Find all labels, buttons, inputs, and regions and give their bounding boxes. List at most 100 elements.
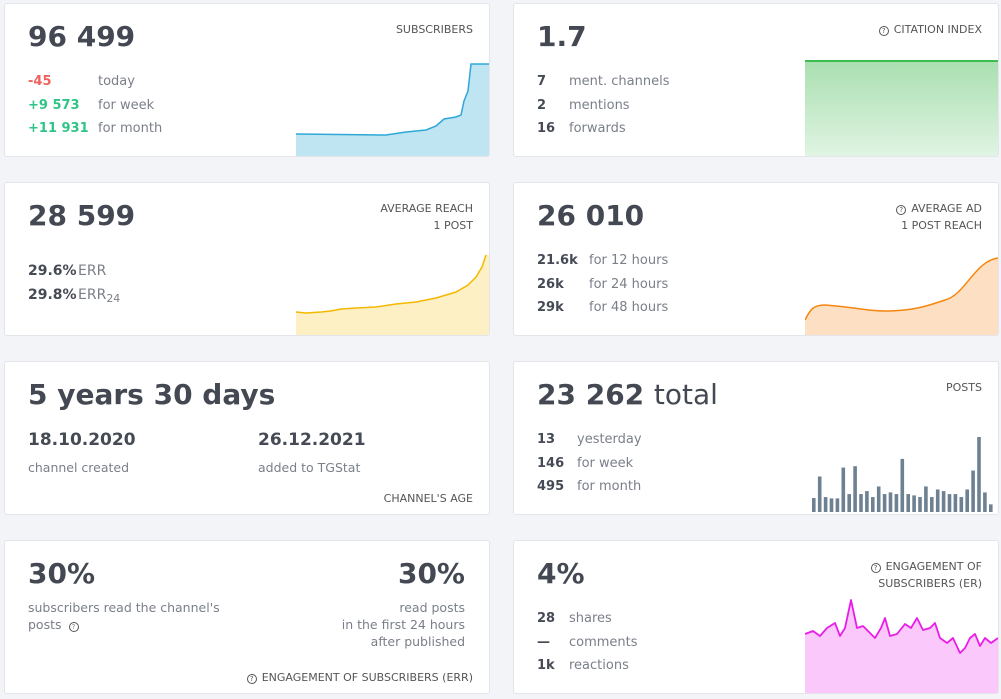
posts-bar[interactable]	[935, 489, 940, 512]
subscribers-value: 96 499	[28, 20, 136, 53]
posts-bar[interactable]	[900, 458, 905, 512]
month-posts-label: for month	[577, 479, 642, 494]
posts-bar[interactable]	[876, 486, 881, 512]
posts-bar[interactable]	[977, 437, 981, 512]
posts-card: 23 262 total POSTS 13 yesterday 146 for we…	[513, 361, 999, 515]
reactions-label: reactions	[569, 658, 629, 673]
er-label: ENGAGEMENT OF	[885, 560, 982, 573]
reach-label: AVERAGE REACH	[380, 202, 473, 215]
channel-age-card: 5 years 30 days 18.10.2020 channel creat…	[4, 361, 490, 515]
month-posts-value: 495	[537, 479, 565, 494]
mentions-value: 2	[537, 97, 547, 113]
posts-bar[interactable]	[989, 504, 993, 512]
ad-reach-sparkline[interactable]	[805, 255, 998, 335]
week-posts-value: 146	[537, 455, 565, 471]
err24-label: ERR24	[78, 286, 121, 305]
posts-bar[interactable]	[841, 467, 846, 512]
er-sublabel: SUBSCRIBERS (ER)	[878, 577, 982, 590]
48h-value: 29k	[537, 300, 564, 315]
posts-label: POSTS	[946, 381, 982, 394]
posts-bar[interactable]	[983, 492, 987, 512]
posts-bar[interactable]	[941, 491, 946, 512]
err-right-value: 30%	[397, 557, 465, 590]
12h-label: for 12 hours	[589, 253, 669, 268]
posts-bar[interactable]	[888, 492, 893, 512]
er-card: 4% ? ENGAGEMENT OF SUBSCRIBERS (ER) 28 shar…	[513, 540, 999, 694]
posts-bar[interactable]	[829, 498, 834, 512]
help-icon[interactable]: ?	[246, 674, 257, 684]
help-icon[interactable]: ?	[68, 622, 79, 632]
posts-value: 23 262	[537, 378, 645, 411]
shares-label: shares	[569, 611, 612, 626]
added-date: 26.12.2021	[258, 430, 366, 450]
today-label: today	[98, 74, 135, 89]
reach-value: 28 599	[28, 199, 136, 232]
err-right-text1: read posts	[399, 600, 465, 615]
month-label: for month	[98, 121, 163, 136]
month-value: +11 931	[28, 121, 89, 136]
posts-bar-chart[interactable]	[808, 434, 998, 514]
posts-bar[interactable]	[965, 489, 969, 512]
err-left-value: 30%	[28, 557, 96, 590]
yesterday-value: 13	[537, 432, 556, 447]
help-icon[interactable]: ?	[896, 205, 907, 215]
err24-value: 29.8%	[28, 286, 77, 303]
posts-bar[interactable]	[930, 497, 934, 512]
citation-card: 1.7 ? CITATION INDEX 7 ment. channels 2 men…	[513, 3, 999, 157]
posts-bar[interactable]	[894, 494, 899, 512]
48h-label: for 48 hours	[589, 300, 669, 315]
channels-value: 7	[537, 74, 547, 89]
err-label: ERR	[78, 263, 107, 279]
err-left-text: subscribers read the channel's	[28, 600, 220, 615]
help-icon[interactable]: ?	[870, 563, 881, 573]
yesterday-label: yesterday	[577, 432, 642, 447]
24h-label: for 24 hours	[589, 276, 669, 292]
reactions-value: 1k	[537, 658, 555, 673]
posts-bar[interactable]	[912, 495, 916, 512]
posts-bar[interactable]	[847, 494, 851, 512]
posts-bar[interactable]	[835, 498, 840, 512]
week-value: +9 573	[28, 97, 80, 113]
created-date: 18.10.2020	[28, 430, 136, 450]
posts-bar[interactable]	[882, 494, 887, 512]
citation-chart[interactable]	[805, 59, 998, 156]
posts-bar[interactable]	[823, 497, 828, 512]
help-icon[interactable]: ?	[878, 26, 889, 36]
err-label: ENGAGEMENT OF SUBSCRIBERS (ERR)	[261, 671, 473, 684]
12h-value: 21.6k	[537, 253, 578, 268]
er-value: 4%	[537, 557, 585, 590]
err-right-text3: after published	[370, 634, 465, 649]
subscribers-label: SUBSCRIBERS	[395, 23, 473, 36]
posts-bar[interactable]	[871, 497, 875, 512]
posts-bar[interactable]	[953, 494, 958, 512]
posts-bar[interactable]	[853, 466, 857, 512]
week-label: for week	[98, 97, 155, 113]
er-sparkline[interactable]	[805, 598, 998, 693]
posts-bar[interactable]	[918, 497, 922, 512]
err-right-text2: in the first 24 hours	[341, 617, 465, 632]
today-value: -45	[28, 74, 52, 89]
average-reach-card: 28 599 AVERAGE REACH 1 POST 29.6%ERR 29.8…	[4, 182, 490, 336]
posts-bar[interactable]	[812, 498, 816, 512]
comments-label: comments	[569, 634, 638, 650]
reach-sparkline[interactable]	[296, 255, 489, 335]
err-card: 30% subscribers read the channel's posts …	[4, 540, 490, 694]
posts-bar[interactable]	[865, 491, 869, 512]
age-value: 5 years 30 days	[28, 378, 276, 411]
posts-bar[interactable]	[971, 470, 975, 512]
posts-bar[interactable]	[906, 494, 910, 512]
forwards-value: 16	[537, 121, 556, 136]
citation-label[interactable]: ? CITATION INDEX	[878, 21, 982, 38]
posts-bar[interactable]	[817, 476, 822, 512]
posts-bar[interactable]	[859, 494, 863, 512]
24h-value: 26k	[537, 276, 564, 292]
forwards-label: forwards	[569, 121, 626, 136]
week-posts-label: for week	[577, 455, 634, 471]
posts-bar[interactable]	[947, 494, 952, 512]
created-label: channel created	[28, 460, 130, 475]
posts-bar[interactable]	[959, 497, 964, 512]
ad-value: 26 010	[537, 199, 645, 232]
posts-bar[interactable]	[924, 486, 928, 512]
err-value: 29.6%	[28, 263, 77, 279]
subscribers-sparkline[interactable]	[296, 61, 489, 156]
